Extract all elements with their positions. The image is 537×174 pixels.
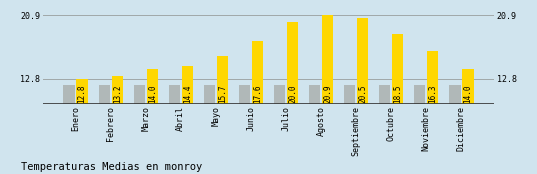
Text: 20.0: 20.0 [288,85,297,103]
Bar [309,85,320,104]
Bar [182,66,193,104]
Bar [414,85,425,104]
Bar [63,85,75,104]
Text: 14.0: 14.0 [148,85,157,103]
Bar [287,22,298,104]
Text: 20.5: 20.5 [358,85,367,103]
Bar [204,85,215,104]
Bar [134,85,145,104]
Bar [217,56,228,104]
Bar [99,85,110,104]
Bar [449,85,461,104]
Bar [76,79,88,104]
Bar [252,41,263,104]
Bar [112,76,123,104]
Text: 16.3: 16.3 [429,85,437,103]
Bar [462,69,474,104]
Text: 13.2: 13.2 [113,85,122,103]
Bar [392,34,403,104]
Bar [344,85,355,104]
Bar [322,15,333,104]
Text: 20.9: 20.9 [323,85,332,103]
Bar [239,85,250,104]
Bar [427,51,438,104]
Bar [357,18,368,104]
Text: 14.0: 14.0 [463,85,473,103]
Text: 14.4: 14.4 [183,85,192,103]
Text: 18.5: 18.5 [393,85,402,103]
Bar [274,85,285,104]
Text: 12.8: 12.8 [77,85,86,103]
Text: 15.7: 15.7 [218,85,227,103]
Text: 17.6: 17.6 [253,85,262,103]
Bar [379,85,390,104]
Bar [169,85,180,104]
Bar [147,69,158,104]
Text: Temperaturas Medias en monroy: Temperaturas Medias en monroy [21,162,203,172]
